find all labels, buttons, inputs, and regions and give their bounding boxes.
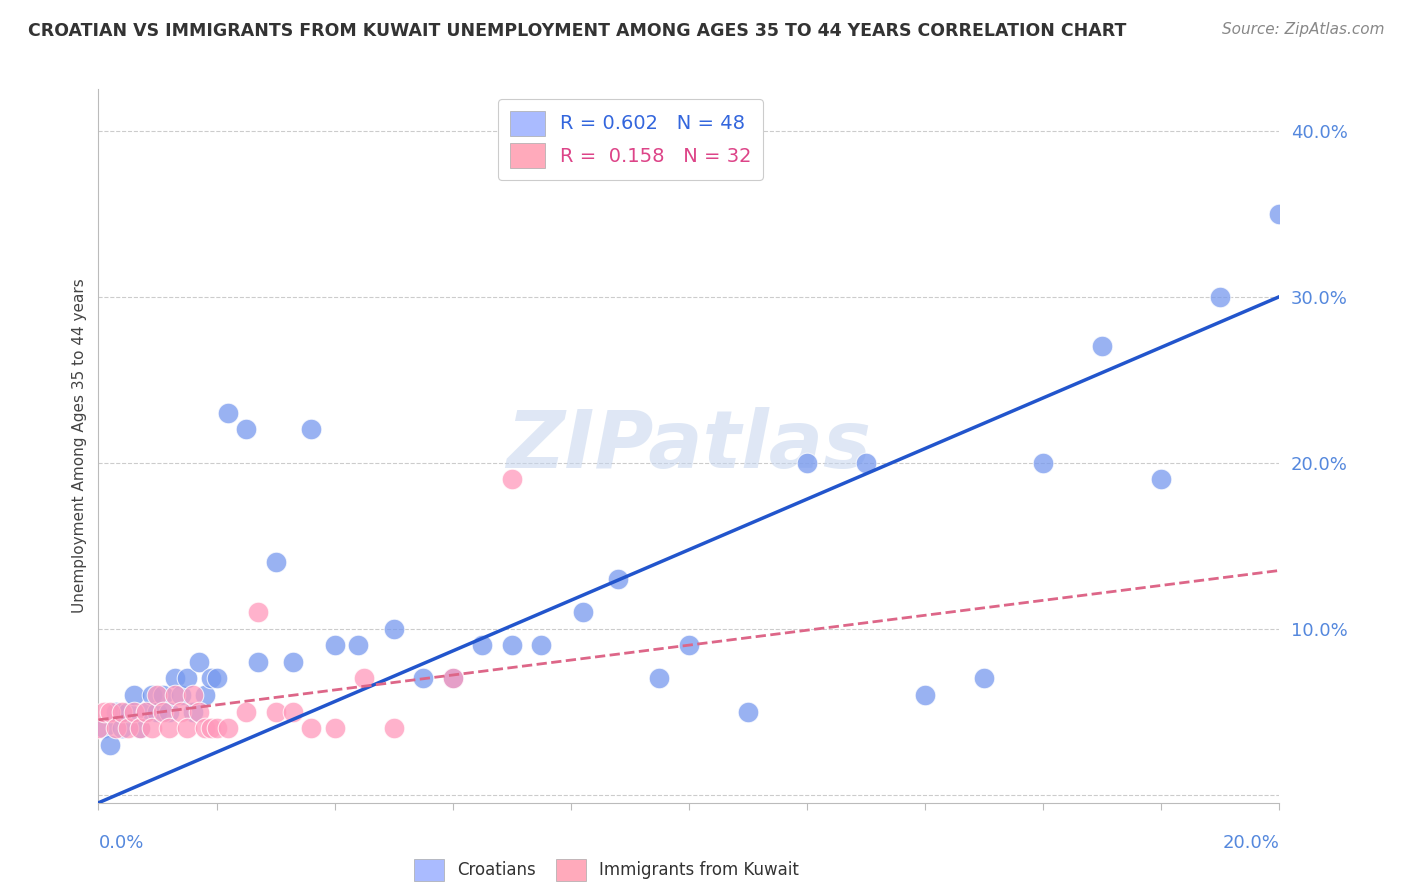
Point: [122, 688, 145, 702]
Text: 0.0%: 0.0%: [98, 834, 143, 852]
Point: [117, 721, 139, 735]
Point: [135, 705, 157, 719]
Point: [412, 671, 434, 685]
Text: CROATIAN VS IMMIGRANTS FROM KUWAIT UNEMPLOYMENT AMONG AGES 35 TO 44 YEARS CORREL: CROATIAN VS IMMIGRANTS FROM KUWAIT UNEMP…: [28, 22, 1126, 40]
Point: [323, 721, 346, 735]
Point: [264, 555, 287, 569]
Point: [441, 671, 464, 685]
Point: [914, 688, 936, 702]
Point: [217, 721, 239, 735]
Point: [471, 638, 494, 652]
Point: [187, 655, 209, 669]
Point: [855, 456, 877, 470]
Point: [152, 705, 174, 719]
Point: [187, 705, 209, 719]
Point: [347, 638, 370, 652]
Point: [135, 705, 157, 719]
Point: [217, 406, 239, 420]
Point: [200, 721, 222, 735]
Point: [146, 688, 169, 702]
Point: [530, 638, 553, 652]
Point: [973, 671, 995, 685]
Point: [205, 721, 228, 735]
Point: [111, 721, 134, 735]
Point: [299, 422, 322, 436]
Point: [87, 721, 110, 735]
Point: [678, 638, 700, 652]
Text: 20.0%: 20.0%: [1223, 834, 1279, 852]
Point: [299, 721, 322, 735]
Point: [607, 572, 630, 586]
Point: [176, 671, 198, 685]
Point: [170, 688, 193, 702]
Point: [93, 705, 115, 719]
Point: [246, 605, 269, 619]
Point: [382, 721, 405, 735]
Text: Source: ZipAtlas.com: Source: ZipAtlas.com: [1222, 22, 1385, 37]
Point: [648, 671, 671, 685]
Point: [283, 705, 305, 719]
Point: [98, 705, 121, 719]
Point: [105, 721, 128, 735]
Text: ZIPatlas: ZIPatlas: [506, 407, 872, 485]
Point: [235, 422, 257, 436]
Point: [122, 705, 145, 719]
Point: [796, 456, 818, 470]
Point: [283, 655, 305, 669]
Point: [141, 721, 163, 735]
Point: [194, 688, 217, 702]
Point: [128, 721, 150, 735]
Point: [98, 738, 121, 752]
Point: [1032, 456, 1054, 470]
Point: [235, 705, 257, 719]
Point: [181, 688, 204, 702]
Point: [441, 671, 464, 685]
Point: [246, 655, 269, 669]
Point: [181, 705, 204, 719]
Point: [323, 638, 346, 652]
Point: [382, 622, 405, 636]
Point: [194, 721, 217, 735]
Point: [93, 721, 115, 735]
Point: [1268, 207, 1291, 221]
Point: [152, 688, 174, 702]
Point: [200, 671, 222, 685]
Point: [111, 705, 134, 719]
Point: [1150, 472, 1173, 486]
Point: [117, 705, 139, 719]
Point: [737, 705, 759, 719]
Point: [165, 688, 187, 702]
Point: [205, 671, 228, 685]
Point: [146, 705, 169, 719]
Point: [353, 671, 375, 685]
Point: [105, 705, 128, 719]
Point: [501, 472, 523, 486]
Point: [571, 605, 593, 619]
Point: [141, 688, 163, 702]
Legend: Croatians, Immigrants from Kuwait: Croatians, Immigrants from Kuwait: [406, 853, 806, 888]
Point: [501, 638, 523, 652]
Point: [1209, 290, 1232, 304]
Point: [1091, 339, 1114, 353]
Point: [176, 721, 198, 735]
Point: [170, 705, 193, 719]
Y-axis label: Unemployment Among Ages 35 to 44 years: Unemployment Among Ages 35 to 44 years: [72, 278, 87, 614]
Point: [264, 705, 287, 719]
Point: [157, 721, 180, 735]
Point: [165, 671, 187, 685]
Point: [128, 721, 150, 735]
Point: [157, 705, 180, 719]
